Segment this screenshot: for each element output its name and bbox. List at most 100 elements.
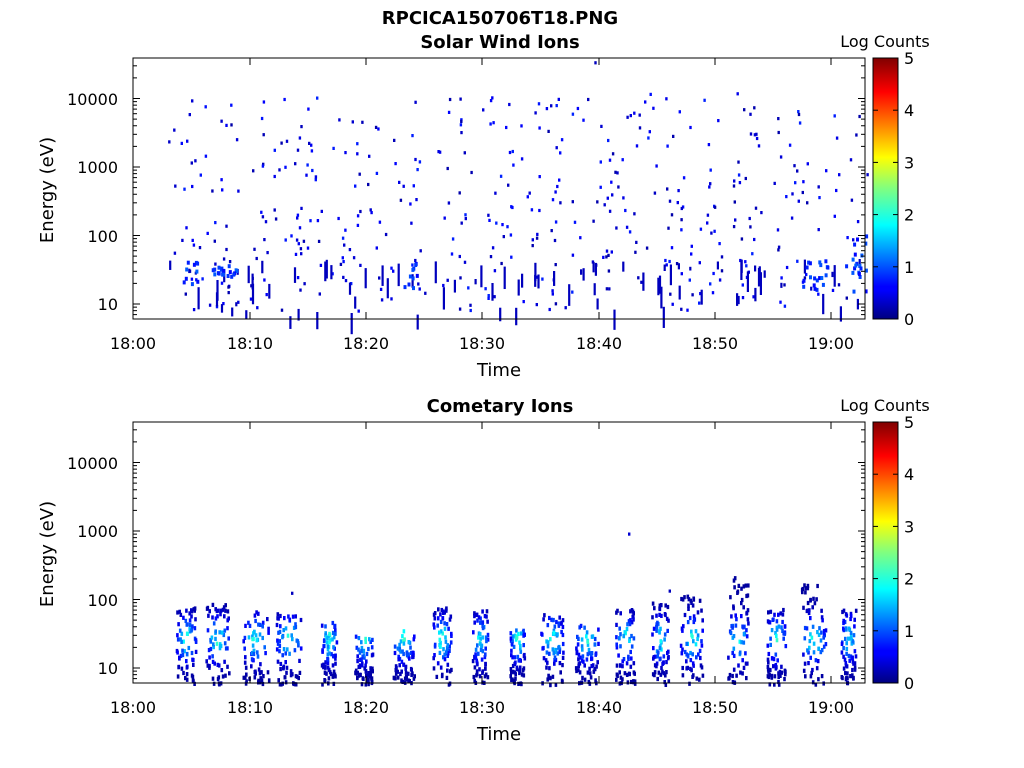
heatmap-cell [332,669,336,674]
heatmap-cell [518,665,522,670]
heatmap-cell [744,176,747,181]
heatmap-cell [831,288,835,292]
heatmap-cell [577,668,580,673]
heatmap-cell [589,675,593,680]
heatmap-cell [706,213,710,217]
heatmap-cell [814,682,818,687]
heatmap-cell [411,267,415,272]
heatmap-cell [781,619,784,625]
heatmap-cell [212,681,216,686]
heatmap-cell [815,278,819,283]
heatmap-cell [253,675,257,680]
heatmap-cell [486,637,490,642]
heatmap-cell [481,635,485,640]
heatmap-cell [364,669,368,674]
heatmap-cell [393,138,396,142]
heatmap-cell [447,626,450,631]
heatmap-cell [548,651,551,656]
heatmap-cell [250,657,254,662]
heatmap-cell [554,682,558,687]
heatmap-cell [740,614,743,619]
heatmap-cell [293,267,297,283]
heatmap-cell [806,586,810,591]
heatmap-cell [842,626,845,631]
heatmap-cell [849,158,853,162]
heatmap-cell [760,211,763,215]
heatmap-cell [449,640,453,645]
heatmap-cell [559,670,562,675]
heatmap-cell [204,154,208,158]
heatmap-cells-cometary [175,532,858,688]
heatmap-cell [381,265,384,286]
heatmap-cell [629,114,632,118]
heatmap-cell [700,639,703,644]
heatmap-cell [401,679,404,684]
heatmap-cell [536,232,539,236]
heatmap-cell [815,597,818,602]
heatmap-cell [611,152,615,156]
heatmap-cell [844,671,847,676]
heatmap-cell [181,238,184,242]
heatmap-cell [439,619,443,624]
heatmap-cell [213,272,217,277]
heatmap-cell [211,615,214,620]
heatmap-cell [666,604,670,610]
heatmap-cell [824,642,828,647]
heatmap-cell [184,292,187,296]
heatmap-cell [534,111,537,115]
heatmap-cell [262,162,265,166]
heatmap-cell [575,668,578,674]
x-tick-label: 18:40 [576,698,622,717]
heatmap-cell [214,636,217,641]
heatmap-cell [660,613,663,618]
heatmap-cell [201,277,204,281]
heatmap-cell [615,622,618,627]
heatmap-cell [807,260,811,265]
heatmap-cell [633,679,637,684]
heatmap-cell [754,206,758,210]
heatmap-cell [356,142,359,146]
heatmap-cell [668,589,671,593]
panel-title-cometary: Cometary Ions [427,396,574,417]
heatmap-cell [245,679,248,684]
heatmap-cell [582,118,585,122]
heatmap-cell [542,617,545,622]
heatmap-cell [190,277,194,281]
heatmap-cell [403,637,406,642]
heatmap-cell [191,238,194,242]
heatmap-cell [356,223,360,227]
heatmap-cell [448,648,451,653]
heatmap-cell [278,639,281,644]
heatmap-cell [630,644,634,649]
heatmap-cell [851,667,854,673]
heatmap-cell [278,682,282,687]
heatmap-cell [341,256,344,260]
panel-title-solar-wind: Solar Wind Ions [420,32,579,53]
heatmap-cell [194,639,198,644]
heatmap-cell [858,259,861,266]
heatmap-cell [354,184,357,188]
heatmap-cell [745,676,748,681]
heatmap-cell [783,283,786,287]
heatmap-cell [720,255,724,259]
heatmap-cell [443,621,446,626]
heatmap-cell [188,611,191,616]
heatmap-cell [737,295,740,305]
heatmap-cell [432,612,436,617]
heatmap-cell [331,272,334,276]
heatmap-cell [182,639,185,644]
heatmap-cell [280,308,284,312]
heatmap-cell [291,672,294,677]
heatmap-cell [409,645,412,650]
heatmap-cell [692,614,696,619]
heatmap-cell [754,265,757,272]
heatmap-cell [783,631,787,636]
heatmap-cell [538,208,541,213]
heatmap-cell [442,287,445,310]
heatmap-cell [206,605,210,610]
heatmap-cell [816,583,819,589]
heatmap-cell [742,584,746,589]
heatmap-cell [663,680,666,685]
heatmap-cell [853,624,856,629]
heatmap-cell [783,624,787,629]
